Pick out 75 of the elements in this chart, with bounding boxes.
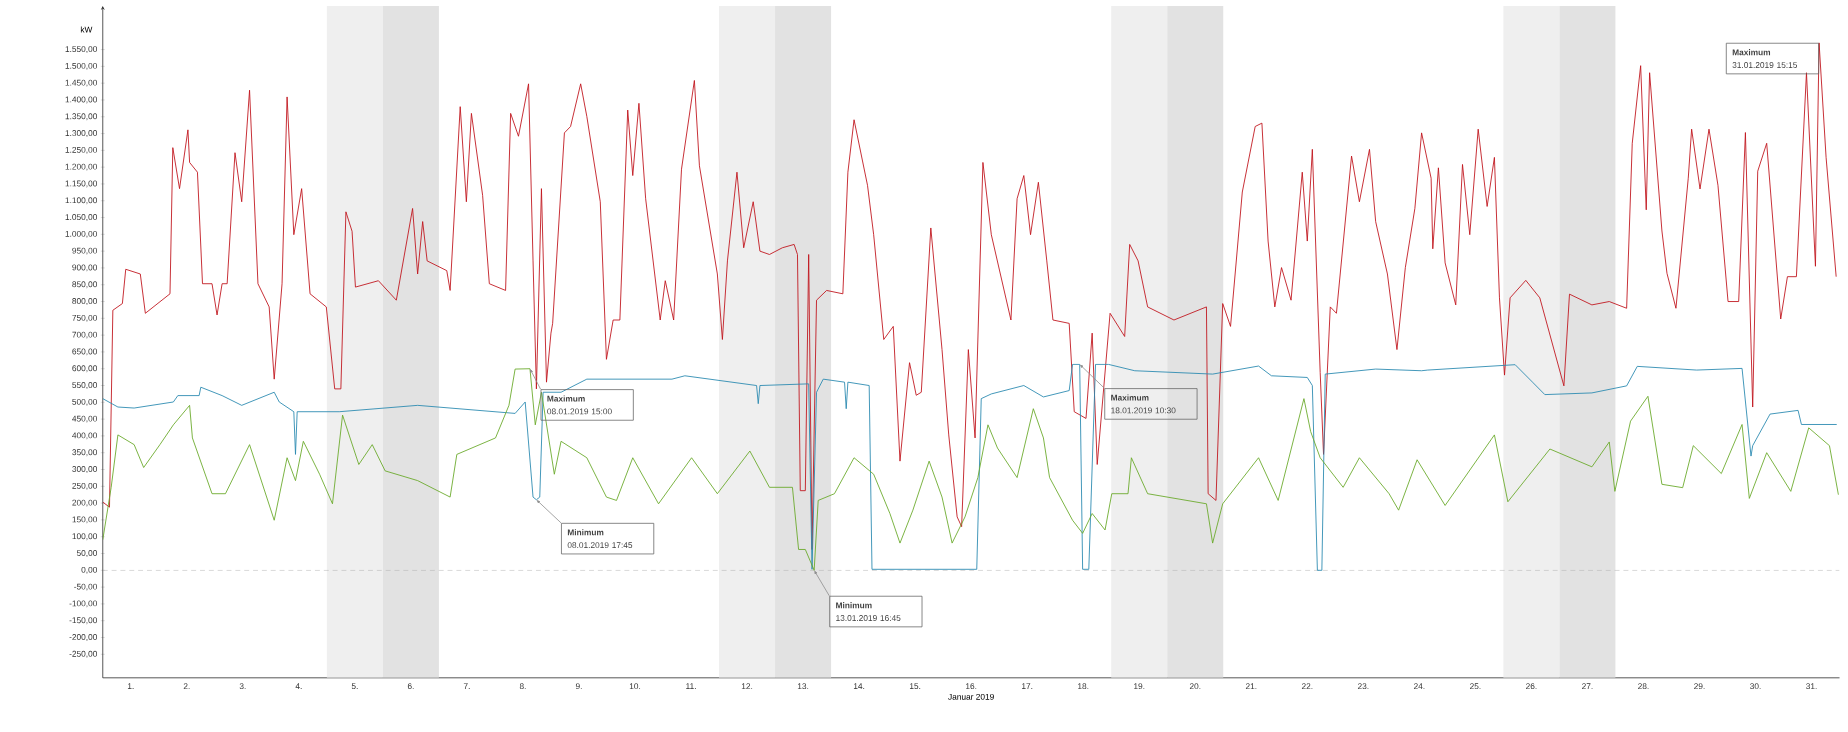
y-tick-label: 600,00 xyxy=(72,365,98,373)
y-tick-label: 1.100,00 xyxy=(65,197,98,205)
x-tick-label: 10. xyxy=(629,683,641,690)
annotation: Minimum 13.01.2019 16:45 xyxy=(836,602,901,622)
y-tick-label: -200,00 xyxy=(69,634,98,642)
y-tick-label: 1.050,00 xyxy=(65,214,98,222)
y-tick-label: 300,00 xyxy=(72,466,98,474)
x-tick-label: 26. xyxy=(1526,683,1537,690)
y-tick-label: 850,00 xyxy=(72,281,98,289)
x-tick-label: 6. xyxy=(407,683,414,690)
x-tick-label: 8. xyxy=(519,683,526,690)
y-tick-label: 1.550,00 xyxy=(65,46,98,54)
y-tick-label: 400,00 xyxy=(72,432,98,440)
y-tick-label: 250,00 xyxy=(72,482,98,490)
y-tick-label: 550,00 xyxy=(72,382,98,390)
annotation: Maximum 31.01.2019 15:15 xyxy=(1732,49,1798,69)
x-tick-label: 16. xyxy=(966,683,977,690)
y-tick-label: 100,00 xyxy=(72,533,98,541)
y-tick-label: 700,00 xyxy=(72,331,98,339)
y-tick-label: 1.350,00 xyxy=(65,113,98,121)
y-tick-label: -100,00 xyxy=(69,600,98,608)
y-tick-label: 800,00 xyxy=(72,298,98,306)
x-tick-label: 21. xyxy=(1245,683,1257,690)
y-tick-label: -250,00 xyxy=(69,650,98,658)
x-tick-label: 3. xyxy=(239,683,246,690)
y-tick-label: 1.150,00 xyxy=(65,180,98,188)
x-tick-label: 24. xyxy=(1413,683,1425,690)
x-tick-label: 12. xyxy=(741,683,753,690)
y-tick-label: 1.250,00 xyxy=(65,147,98,154)
x-tick-label: 19. xyxy=(1134,683,1145,690)
x-tick-label: 28. xyxy=(1638,683,1649,690)
x-tick-label: 11. xyxy=(686,683,696,690)
x-tick-label: 7. xyxy=(463,683,470,690)
y-tick-label: 1.000,00 xyxy=(65,230,98,238)
y-tick-label: 50,00 xyxy=(76,550,98,558)
y-tick-label: -150,00 xyxy=(69,617,98,625)
x-tick-label: 22. xyxy=(1301,683,1313,690)
x-tick-label: 20. xyxy=(1189,683,1201,690)
annotation: Minimum 08.01.2019 17:45 xyxy=(567,529,633,549)
x-tick-label: 23. xyxy=(1357,683,1369,690)
x-tick-label: 1. xyxy=(127,683,134,690)
x-tick-label: 17. xyxy=(1022,683,1033,690)
y-tick-label: 950,00 xyxy=(72,247,98,255)
x-tick-label: 25. xyxy=(1470,683,1481,690)
x-tick-label: 18. xyxy=(1078,683,1089,690)
annotation: Maximum 08.01.2019 15:00 xyxy=(547,395,612,415)
y-tick-label: 0,00 xyxy=(81,566,98,574)
y-tick-label: 1.450,00 xyxy=(65,79,98,87)
y-tick-label: -50,00 xyxy=(74,583,98,591)
y-tick-label: 750,00 xyxy=(72,314,98,322)
y-tick-label: 500,00 xyxy=(72,398,98,406)
y-tick-label: 650,00 xyxy=(72,348,98,356)
x-tick-label: 9. xyxy=(575,683,582,690)
x-tick-label: 4. xyxy=(295,683,302,690)
y-axis-title: kW xyxy=(80,26,93,33)
x-tick-label: 5. xyxy=(351,683,358,690)
x-axis-title: Januar 2019 xyxy=(948,693,994,700)
y-tick-label: 900,00 xyxy=(72,264,98,272)
y-tick-label: 1.400,00 xyxy=(65,96,98,104)
x-tick-label: 14. xyxy=(853,683,865,690)
y-tick-label: 1.500,00 xyxy=(65,63,98,70)
x-tick-label: 15. xyxy=(909,683,921,690)
y-tick-label: 350,00 xyxy=(72,449,98,457)
annotation: Maximum 18.01.2019 10:30 xyxy=(1111,394,1176,414)
x-tick-label: 13. xyxy=(797,683,809,690)
x-tick-label: 29. xyxy=(1694,683,1705,690)
y-tick-label: 450,00 xyxy=(72,415,98,423)
x-tick-label: 31. xyxy=(1806,683,1817,690)
x-tick-label: 2. xyxy=(183,683,190,690)
x-tick-label: 30. xyxy=(1750,683,1761,690)
x-tick-label: 27. xyxy=(1582,683,1593,690)
y-tick-label: 1.200,00 xyxy=(65,163,98,171)
y-tick-label: 150,00 xyxy=(72,516,98,524)
y-tick-label: 200,00 xyxy=(72,499,98,507)
y-tick-label: 1.300,00 xyxy=(65,130,98,138)
